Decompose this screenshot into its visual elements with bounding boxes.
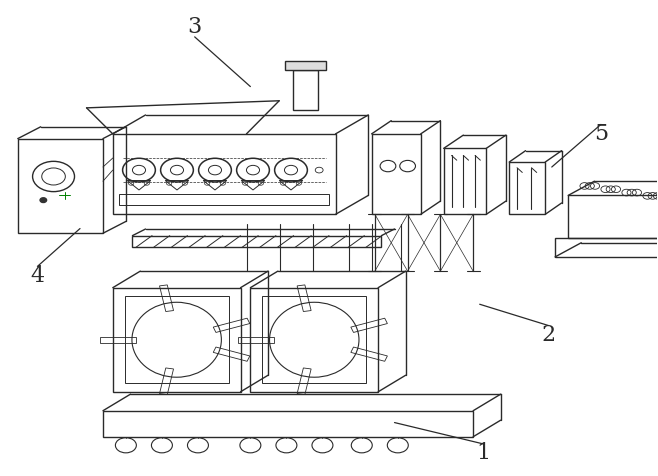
Bar [568,196,658,238]
Bar [124,296,229,383]
Circle shape [40,198,47,202]
Bar [113,134,336,214]
Bar [251,288,378,392]
Text: 5: 5 [594,123,608,145]
Text: 4: 4 [30,265,45,287]
Bar [119,195,329,205]
Bar [443,149,486,214]
Text: 2: 2 [542,324,555,346]
Bar [113,288,241,392]
Bar [18,139,103,233]
Bar [132,236,382,248]
Bar [285,61,326,70]
Bar [372,134,420,214]
Bar [262,296,367,383]
Bar [293,70,318,110]
Bar [509,162,545,214]
Bar [555,238,658,257]
Text: 3: 3 [188,16,202,39]
Bar [103,411,473,437]
Text: 1: 1 [476,442,490,464]
